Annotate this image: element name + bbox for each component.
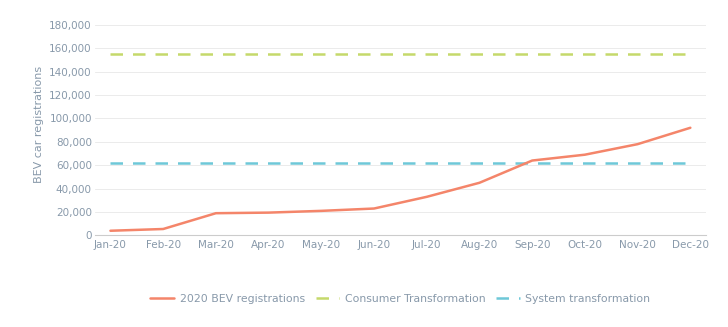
Legend: 2020 BEV registrations, Consumer Transformation, System transformation: 2020 BEV registrations, Consumer Transfo… xyxy=(146,290,654,308)
Y-axis label: BEV car registrations: BEV car registrations xyxy=(33,66,44,183)
